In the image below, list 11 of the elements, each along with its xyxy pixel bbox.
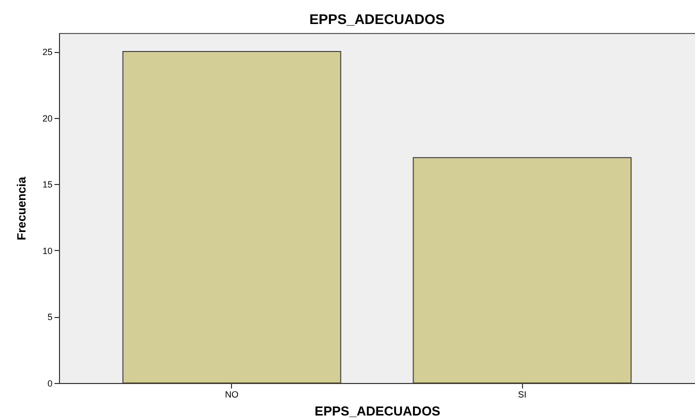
y-tick-label: 20 xyxy=(42,113,52,124)
y-tick-label: 0 xyxy=(47,378,52,388)
y-tick-label: 5 xyxy=(47,312,52,322)
y-tick-label: 10 xyxy=(42,246,52,256)
y-axis-title: Frecuencia xyxy=(14,176,28,240)
x-tick-label: NO xyxy=(225,390,239,400)
x-axis-title: EPPS_ADECUADOS xyxy=(314,404,441,418)
y-tick-label: 15 xyxy=(42,180,52,190)
x-tick-label: SI xyxy=(518,390,526,400)
chart-title: EPPS_ADECUADOS xyxy=(309,11,445,27)
y-tick-label: 25 xyxy=(42,47,52,58)
